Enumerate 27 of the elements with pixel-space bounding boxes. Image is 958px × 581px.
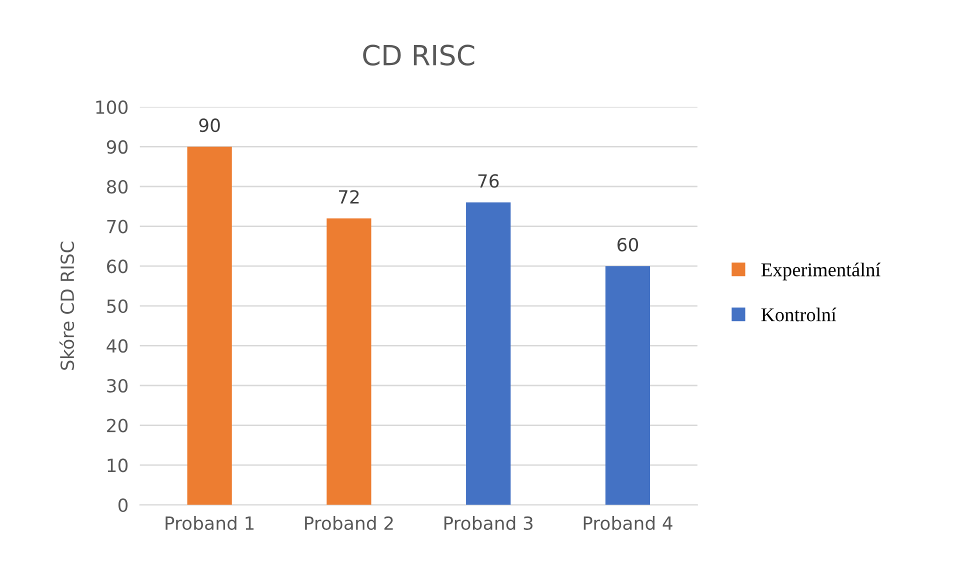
y-tick-label: 30 (107, 378, 128, 393)
x-tick-label: Proband 4 (584, 516, 672, 530)
bar (466, 202, 511, 505)
y-tick-label: 90 (106, 140, 128, 154)
data-label: 76 (478, 174, 499, 188)
bar (187, 146, 232, 505)
data-label: 90 (199, 118, 220, 132)
y-tick-label: 40 (106, 339, 128, 353)
x-tick-label: Proband 3 (444, 516, 533, 530)
legend-label: Experimentální (761, 262, 880, 280)
y-axis-title: Skóre CD RISC (59, 242, 74, 370)
x-tick-label: Proband 2 (305, 516, 393, 530)
chart-title: CD RISC (363, 44, 474, 66)
y-tick-label: 50 (107, 299, 128, 314)
y-tick-label: 80 (107, 180, 128, 194)
data-label: 60 (618, 238, 638, 252)
y-tick-label: 100 (96, 100, 128, 114)
x-tick-label: Proband 1 (166, 516, 254, 530)
bar (605, 266, 650, 505)
legend-label: Kontrolní (761, 308, 836, 322)
y-tick-label: 20 (107, 418, 128, 432)
y-tick-label: 10 (108, 458, 128, 472)
data-label: 72 (338, 190, 359, 204)
y-tick-label: 60 (107, 260, 128, 274)
y-tick-label: 0 (118, 498, 128, 512)
y-tick-label: 70 (107, 220, 128, 234)
bar (326, 218, 372, 505)
